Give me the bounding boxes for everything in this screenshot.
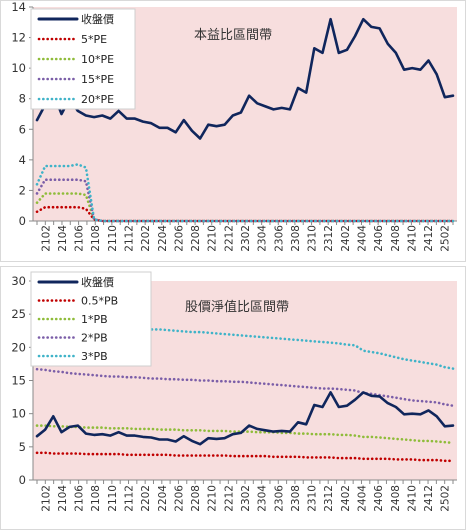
x-tick-label: 2106 xyxy=(74,485,86,512)
x-tick-label: 2208 xyxy=(190,485,202,512)
x-tick-label: 2202 xyxy=(140,225,152,252)
x-tick-label: 2102 xyxy=(40,485,52,512)
y-tick-label: 15 xyxy=(11,374,26,388)
x-tick-label: 2404 xyxy=(356,485,368,512)
x-tick-label: 2302 xyxy=(240,225,252,252)
chart-title: 股價淨值比區間帶 xyxy=(185,299,289,315)
legend-label: 收盤價 xyxy=(81,275,114,289)
x-tick-label: 2306 xyxy=(273,485,285,512)
y-tick-label: 10 xyxy=(11,61,26,75)
series-line-1 xyxy=(35,451,455,463)
x-tick-label: 2404 xyxy=(356,225,368,252)
legend-label: 20*PE xyxy=(81,93,114,106)
x-tick-label: 2406 xyxy=(373,225,385,252)
x-tick-label: 2102 xyxy=(40,225,52,252)
x-tick-label: 2412 xyxy=(423,485,435,512)
x-tick-label: 2104 xyxy=(57,225,69,252)
y-tick-label: 20 xyxy=(11,340,26,354)
legend-label: 10*PE xyxy=(81,53,114,66)
series-line-0 xyxy=(35,391,455,446)
x-tick-label: 2412 xyxy=(423,225,435,252)
y-tick-label: 4 xyxy=(19,153,26,167)
series-line-2 xyxy=(35,424,455,445)
x-tick-label: 2306 xyxy=(273,225,285,252)
x-tick-label: 2402 xyxy=(340,225,352,252)
y-tick-label: 25 xyxy=(11,307,26,321)
legend-label: 收盤價 xyxy=(81,12,114,26)
series-line-4 xyxy=(35,312,455,370)
legend-label: 3*PB xyxy=(81,350,108,363)
series-line-3 xyxy=(35,367,455,407)
x-tick-label: 2208 xyxy=(190,225,202,252)
x-tick-label: 2204 xyxy=(157,225,169,252)
x-tick-label: 2104 xyxy=(57,485,69,512)
x-tick-label: 2502 xyxy=(440,485,452,512)
y-tick-label: 6 xyxy=(19,122,26,136)
pe-band-chart: 0 2 4 6 8 10 12 14 2102 2104 2106 2108 2110 2112 2202 2… xyxy=(11,1,457,252)
x-tick-label: 2112 xyxy=(124,485,136,512)
x-tick-label: 2204 xyxy=(157,485,169,512)
x-tick-label: 2302 xyxy=(240,485,252,512)
x-tick-label: 2304 xyxy=(257,485,269,512)
pe-band-chart-panel: 0 2 4 6 8 10 12 14 2102 2104 2106 2108 2110 2112 2202 2… xyxy=(0,0,466,262)
series-line-4 xyxy=(35,163,455,223)
x-tick-label: 2202 xyxy=(140,485,152,512)
y-tick-label: 0 xyxy=(19,473,26,487)
y-tick-label: 0 xyxy=(19,214,26,228)
y-tick-label: 12 xyxy=(11,31,26,45)
x-tick-label: 2210 xyxy=(207,485,219,512)
x-tick-label: 2402 xyxy=(340,485,352,512)
y-tick-label: 5 xyxy=(19,440,26,454)
series-line-0 xyxy=(35,17,455,140)
legend-label: 1*PB xyxy=(81,313,108,326)
y-tick-label: 30 xyxy=(11,274,26,288)
x-tick-label: 2106 xyxy=(74,225,86,252)
y-tick-label: 10 xyxy=(11,407,26,421)
x-tick-label: 2212 xyxy=(223,225,235,252)
y-tick-label: 2 xyxy=(19,183,26,197)
legend-label: 2*PB xyxy=(81,332,108,345)
x-tick-label: 2312 xyxy=(323,485,335,512)
x-tick-label: 2212 xyxy=(223,485,235,512)
legend-label: 0.5*PB xyxy=(81,295,118,308)
y-tick-label: 8 xyxy=(19,92,26,106)
x-tick-label: 2110 xyxy=(107,225,119,252)
y-tick-label: 14 xyxy=(11,1,26,14)
pb-band-chart: 0 5 10 15 20 25 30 2102 2104 2106 2108 2110 2112 2202… xyxy=(11,271,457,512)
x-tick-label: 2410 xyxy=(406,485,418,512)
x-tick-label: 2308 xyxy=(290,225,302,252)
series-line-3 xyxy=(35,178,455,223)
x-tick-label: 2108 xyxy=(90,225,102,252)
x-tick-label: 2308 xyxy=(290,485,302,512)
x-tick-label: 2408 xyxy=(390,225,402,252)
x-tick-label: 2406 xyxy=(373,485,385,512)
x-tick-label: 2502 xyxy=(440,225,452,252)
x-tick-label: 2408 xyxy=(390,485,402,512)
x-tick-label: 2410 xyxy=(406,225,418,252)
x-tick-label: 2112 xyxy=(124,225,136,252)
x-tick-label: 2206 xyxy=(173,485,185,512)
x-tick-label: 2310 xyxy=(307,485,319,512)
x-tick-label: 2312 xyxy=(323,225,335,252)
pb-band-chart-panel: 0 5 10 15 20 25 30 2102 2104 2106 2108 2110 2112 2202… xyxy=(0,266,466,530)
x-tick-label: 2210 xyxy=(207,225,219,252)
legend-label: 15*PE xyxy=(81,73,114,86)
x-tick-label: 2206 xyxy=(173,225,185,252)
x-tick-label: 2110 xyxy=(107,485,119,512)
legend-label: 5*PE xyxy=(81,33,107,46)
x-tick-label: 2304 xyxy=(257,225,269,252)
x-tick-label: 2310 xyxy=(307,225,319,252)
chart-title: 本益比區間帶 xyxy=(194,28,272,43)
x-tick-label: 2108 xyxy=(90,485,102,512)
